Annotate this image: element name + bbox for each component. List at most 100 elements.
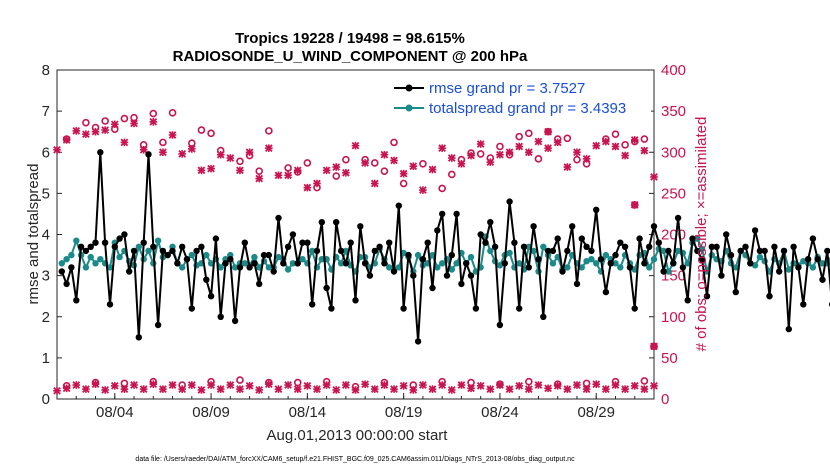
obs-assimilated-marker: [274, 385, 283, 393]
obs-assimilated-marker: [563, 385, 572, 393]
obs-possible-marker: [611, 130, 620, 138]
totalspread-point: [414, 251, 422, 259]
totalspread-point: [602, 251, 610, 259]
totalspread-point: [516, 260, 523, 267]
obs-assimilated-marker: [650, 173, 658, 181]
obs-assimilated-marker: [563, 163, 572, 171]
y-tick-label-right: 400: [661, 62, 686, 79]
rmse-point: [776, 268, 783, 275]
rmse-point: [723, 231, 730, 238]
obs-assimilated-marker: [534, 137, 543, 146]
rmse-point: [713, 243, 720, 250]
obs-possible-marker: [525, 377, 533, 386]
rmse-point: [800, 301, 807, 308]
obs-assimilated-marker: [293, 385, 302, 393]
x-tick-label: 08/09: [192, 404, 230, 421]
rmse-point: [491, 243, 499, 250]
legend-marker-rmse: [405, 84, 413, 92]
obs-assimilated-marker: [62, 136, 71, 144]
obs-assimilated-marker: [245, 382, 254, 390]
obs-possible-marker: [207, 129, 215, 138]
rmse-point: [501, 260, 508, 267]
obs-assimilated-marker: [524, 148, 533, 157]
obs-assimilated-marker: [110, 382, 119, 390]
obs-possible-marker: [236, 376, 244, 384]
rmse-point: [212, 235, 220, 242]
obs-assimilated-marker: [650, 382, 658, 390]
obs-assimilated-marker: [544, 127, 552, 136]
obs-assimilated-marker: [496, 150, 504, 159]
totalspread-point: [289, 260, 297, 267]
obs-assimilated-marker: [524, 385, 533, 393]
rmse-point: [236, 264, 244, 271]
totalspread-point: [549, 260, 557, 267]
rmse-point: [660, 268, 667, 275]
obs-assimilated-marker: [505, 148, 514, 157]
totalspread-point: [564, 264, 571, 271]
totalspread-point: [665, 268, 672, 275]
obs-assimilated-marker: [130, 381, 138, 389]
obs-possible-marker: [563, 134, 572, 143]
obs-assimilated-marker: [303, 382, 312, 390]
obs-possible-marker: [284, 164, 292, 172]
totalspread-point: [487, 247, 494, 255]
rmse-point: [617, 239, 624, 246]
obs-assimilated-marker: [284, 381, 292, 389]
obs-possible-marker: [390, 138, 398, 147]
x-tick-label: 08/14: [289, 404, 327, 421]
rmse-point: [251, 260, 258, 267]
rmse-point: [159, 247, 167, 255]
obs-assimilated-marker: [178, 150, 187, 158]
rmse-point: [126, 268, 133, 275]
rmse-point: [92, 239, 99, 246]
totalspread-point: [154, 237, 162, 244]
rmse-point: [121, 231, 128, 238]
rmse-point: [193, 247, 200, 255]
obs-assimilated-marker: [390, 385, 398, 393]
rmse-point: [299, 239, 306, 246]
totalspread-point: [583, 258, 590, 265]
obs-assimilated-marker: [149, 117, 158, 126]
x-tick-label: 08/29: [577, 404, 615, 421]
rmse-point: [246, 264, 253, 271]
obs-assimilated-marker: [293, 166, 302, 175]
y-tick-label-right: 300: [661, 144, 686, 161]
obs-assimilated-marker: [602, 385, 610, 393]
rmse-point: [756, 247, 764, 255]
totalspread-point: [660, 247, 667, 255]
obs-assimilated-marker: [332, 163, 341, 171]
rmse-point: [516, 305, 523, 312]
rmse-point: [631, 305, 638, 312]
obs-assimilated-marker: [370, 385, 379, 393]
obs-assimilated-marker: [476, 382, 485, 390]
rmse-point: [530, 223, 537, 230]
rmse-point: [361, 260, 369, 267]
obs-assimilated-marker: [457, 381, 466, 389]
rmse-point: [207, 293, 215, 300]
rmse-point: [183, 256, 191, 263]
totalspread-point: [106, 264, 114, 271]
obs-assimilated-marker: [53, 386, 61, 395]
y-tick-label-left: 7: [42, 103, 50, 120]
obs-assimilated-marker: [139, 385, 148, 393]
totalspread-point: [593, 260, 600, 267]
rmse-point: [275, 214, 282, 222]
obs-assimilated-marker: [390, 156, 398, 165]
rmse-point: [58, 268, 65, 275]
obs-assimilated-marker: [611, 381, 620, 389]
obs-assimilated-marker: [101, 126, 109, 134]
obs-assimilated-marker: [332, 386, 341, 394]
totalspread-point: [386, 264, 393, 271]
y-axis-label-left: rmse and totalspread: [25, 164, 42, 305]
rmse-point: [270, 268, 277, 275]
obs-assimilated-marker: [120, 385, 129, 393]
rmse-point: [87, 243, 94, 250]
obs-assimilated-marker: [447, 386, 456, 394]
obs-assimilated-marker: [313, 385, 321, 393]
obs-assimilated-marker: [573, 148, 581, 157]
obs-possible-marker: [640, 377, 649, 385]
rmse-point: [169, 247, 176, 255]
rmse-point: [467, 272, 475, 279]
obs-possible-marker: [496, 142, 504, 151]
obs-assimilated-marker: [544, 384, 552, 393]
